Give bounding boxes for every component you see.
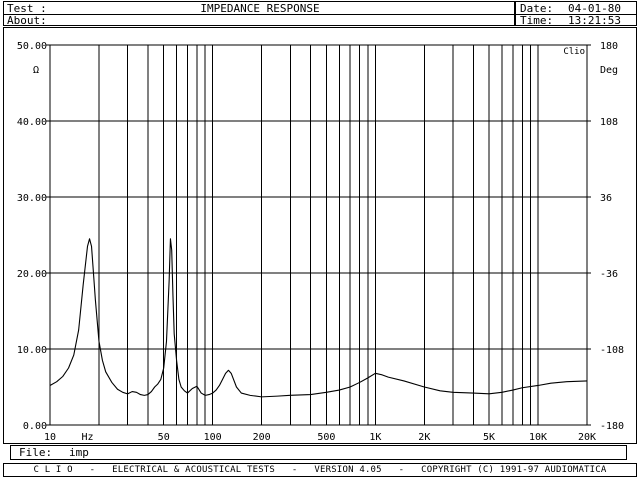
time-label: Time:	[520, 14, 554, 27]
y2-tick-label: 108	[600, 117, 618, 128]
y2-tick-label: 180	[600, 41, 618, 52]
report-title: IMPEDANCE RESPONSE	[200, 2, 320, 15]
test-label: Test :	[7, 2, 47, 15]
y2-tick-label: 36	[600, 193, 612, 204]
x-tick-label: 500	[317, 432, 335, 443]
y-tick-label: 0.00	[23, 421, 47, 432]
x-tick-label: 1K	[369, 432, 381, 443]
header-info-box: Test : About: IMPEDANCE RESPONSE	[3, 1, 515, 26]
y2-tick-label: -180	[600, 421, 624, 432]
x-tick-label: 5K	[483, 432, 495, 443]
y-tick-label: 30.00	[17, 193, 47, 204]
x-tick-label: 10K	[529, 432, 547, 443]
header-datetime-box: Date: 04-01-80 Time: 13:21:53	[515, 1, 637, 26]
plot-frame	[49, 44, 588, 426]
clio-brand-label: Clio	[563, 47, 585, 57]
x-tick-label: 200	[253, 432, 271, 443]
header-separator	[4, 14, 514, 15]
header-separator	[516, 14, 636, 15]
date-value: 04-01-80	[568, 2, 621, 15]
y-tick-label: 40.00	[17, 117, 47, 128]
y-tick-label: 50.00	[17, 41, 47, 52]
x-tick-label: 2K	[418, 432, 430, 443]
impedance-chart: 0.00 -180 10.00 -108 20.00 -36 30.00 36 40.00 108…	[17, 41, 624, 443]
file-box: File: imp	[10, 445, 627, 460]
chart-panel: 0.00 -180 10.00 -108 20.00 -36 30.00 36 40.00 108…	[3, 27, 637, 444]
x-tick-label: 100	[204, 432, 222, 443]
file-label: File:	[19, 446, 53, 459]
footer-banner: C L I O - ELECTRICAL & ACOUSTICAL TESTS …	[3, 463, 637, 477]
x-unit-label: Hz	[81, 432, 93, 443]
x-tick-label: 20K	[578, 432, 596, 443]
about-label: About:	[7, 14, 47, 27]
y2-tick-label: -108	[600, 345, 624, 356]
y2-tick-label: -36	[600, 269, 618, 280]
time-value: 13:21:53	[568, 14, 621, 27]
y2-unit-label: Deg	[600, 65, 618, 76]
x-tick-label: 50	[158, 432, 170, 443]
y-unit-label: Ω	[33, 65, 39, 76]
y-tick-label: 20.00	[17, 269, 47, 280]
file-name: imp	[69, 446, 89, 459]
date-label: Date:	[520, 2, 554, 15]
x-tick-label: 10	[44, 432, 56, 443]
y-tick-label: 10.00	[17, 345, 47, 356]
impedance-curve	[49, 238, 588, 398]
